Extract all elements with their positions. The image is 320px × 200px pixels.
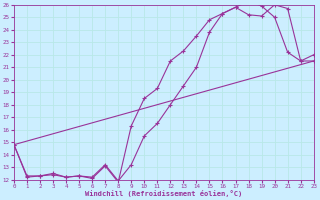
X-axis label: Windchill (Refroidissement éolien,°C): Windchill (Refroidissement éolien,°C) — [85, 190, 243, 197]
